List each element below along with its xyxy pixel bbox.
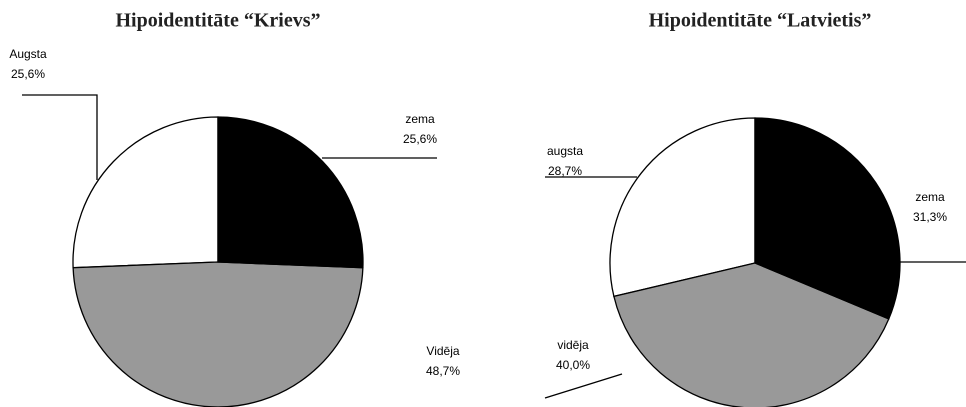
chart-title: Hipoidentitāte “Latvietis” <box>649 10 872 32</box>
leader-line <box>544 373 623 399</box>
pie-slice <box>72 261 364 407</box>
slice-value-label: 25,6% <box>11 67 45 81</box>
slice-value-label: 31,3% <box>913 210 947 224</box>
chart-title: Hipoidentitāte “Krievs” <box>116 10 321 32</box>
pie-slice <box>609 117 756 298</box>
pie-slice <box>72 116 219 269</box>
slice-value-label: 40,0% <box>556 358 590 372</box>
slice-label: Vidēja <box>426 344 459 358</box>
slice-label: Augsta <box>9 47 47 61</box>
leader-line <box>22 94 98 180</box>
pie-slice <box>217 116 364 269</box>
slice-value-label: 25,6% <box>403 132 437 146</box>
slice-value-label: 28,7% <box>548 164 582 178</box>
slice-label: zema <box>915 190 945 204</box>
slice-label: vidēja <box>557 338 589 352</box>
slice-value-label: 48,7% <box>426 364 460 378</box>
pie-slice <box>754 117 901 320</box>
pie-slice <box>613 262 890 407</box>
slice-label: augsta <box>547 144 583 158</box>
slice-label: zema <box>405 112 435 126</box>
